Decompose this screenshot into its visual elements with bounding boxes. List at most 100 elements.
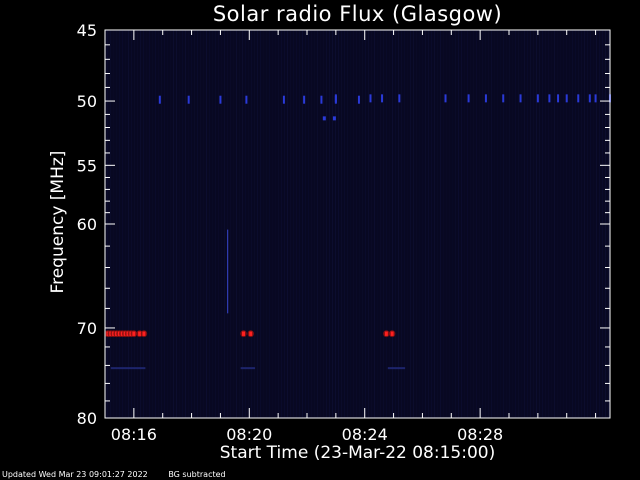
band-dash: [588, 94, 591, 103]
noise-column: [542, 30, 543, 418]
noise-column: [464, 30, 465, 418]
noise-column: [455, 30, 456, 418]
noise-column: [533, 30, 534, 418]
noise-column: [182, 30, 183, 418]
noise-column: [503, 30, 504, 418]
noise-column: [452, 30, 453, 418]
noise-column: [251, 30, 252, 418]
noise-column: [137, 30, 138, 418]
noise-column: [404, 30, 405, 418]
noise-column: [398, 30, 399, 418]
y-tick-label: 55: [77, 156, 97, 175]
noise-column: [395, 30, 396, 418]
faint-band: [240, 367, 256, 370]
band-dash: [557, 94, 560, 103]
noise-column: [272, 30, 273, 418]
noise-column: [128, 30, 129, 418]
noise-column: [590, 30, 591, 418]
noise-column: [281, 30, 282, 418]
band-dash: [303, 95, 306, 104]
noise-column: [500, 30, 501, 418]
band-dash: [548, 94, 551, 103]
plot-background: [105, 30, 610, 418]
noise-column: [290, 30, 291, 418]
noise-column: [539, 30, 540, 418]
noise-column: [326, 30, 327, 418]
band-dash: [158, 95, 161, 104]
noise-column: [353, 30, 354, 418]
noise-column: [314, 30, 315, 418]
band-dot: [322, 116, 326, 121]
noise-column: [359, 30, 360, 418]
noise-column: [119, 30, 120, 418]
noise-column: [362, 30, 363, 418]
noise-column: [341, 30, 342, 418]
noise-column: [170, 30, 171, 418]
band-dash: [320, 95, 323, 104]
noise-column: [515, 30, 516, 418]
noise-column: [275, 30, 276, 418]
noise-column: [239, 30, 240, 418]
band-dash: [467, 94, 470, 103]
noise-column: [236, 30, 237, 418]
noise-column: [191, 30, 192, 418]
noise-column: [212, 30, 213, 418]
band-dash: [484, 94, 487, 103]
noise-column: [482, 30, 483, 418]
noise-column: [335, 30, 336, 418]
noise-column: [524, 30, 525, 418]
noise-column: [599, 30, 600, 418]
noise-column: [446, 30, 447, 418]
faint-band: [387, 367, 406, 370]
noise-column: [317, 30, 318, 418]
noise-column: [389, 30, 390, 418]
noise-column: [227, 30, 228, 418]
noise-column: [257, 30, 258, 418]
noise-column: [578, 30, 579, 418]
noise-column: [509, 30, 510, 418]
noise-column: [413, 30, 414, 418]
x-tick-label: 08:20: [226, 425, 272, 444]
noise-column: [560, 30, 561, 418]
noise-column: [329, 30, 330, 418]
noise-column: [245, 30, 246, 418]
noise-column: [581, 30, 582, 418]
noise-column: [218, 30, 219, 418]
noise-column: [371, 30, 372, 418]
band-dash: [219, 95, 222, 104]
noise-column: [305, 30, 306, 418]
noise-column: [266, 30, 267, 418]
noise-column: [230, 30, 231, 418]
noise-column: [419, 30, 420, 418]
noise-column: [596, 30, 597, 418]
noise-column: [593, 30, 594, 418]
background-note: BG subtracted: [168, 470, 226, 479]
noise-column: [494, 30, 495, 418]
burst-point: [390, 331, 394, 336]
noise-column: [203, 30, 204, 418]
noise-column: [152, 30, 153, 418]
noise-column: [206, 30, 207, 418]
noise-column: [425, 30, 426, 418]
band-dash: [502, 94, 505, 103]
noise-column: [416, 30, 417, 418]
noise-column: [506, 30, 507, 418]
noise-column: [167, 30, 168, 418]
noise-column: [476, 30, 477, 418]
noise-column: [242, 30, 243, 418]
band-dash: [519, 94, 522, 103]
noise-column: [350, 30, 351, 418]
noise-column: [443, 30, 444, 418]
noise-column: [518, 30, 519, 418]
x-tick-label: 08:16: [111, 425, 157, 444]
noise-column: [383, 30, 384, 418]
band-dash: [369, 94, 372, 103]
noise-column: [428, 30, 429, 418]
noise-column: [197, 30, 198, 418]
noise-column: [293, 30, 294, 418]
noise-column: [122, 30, 123, 418]
y-tick-label: 50: [77, 92, 97, 111]
noise-column: [296, 30, 297, 418]
burst-point: [249, 331, 253, 336]
